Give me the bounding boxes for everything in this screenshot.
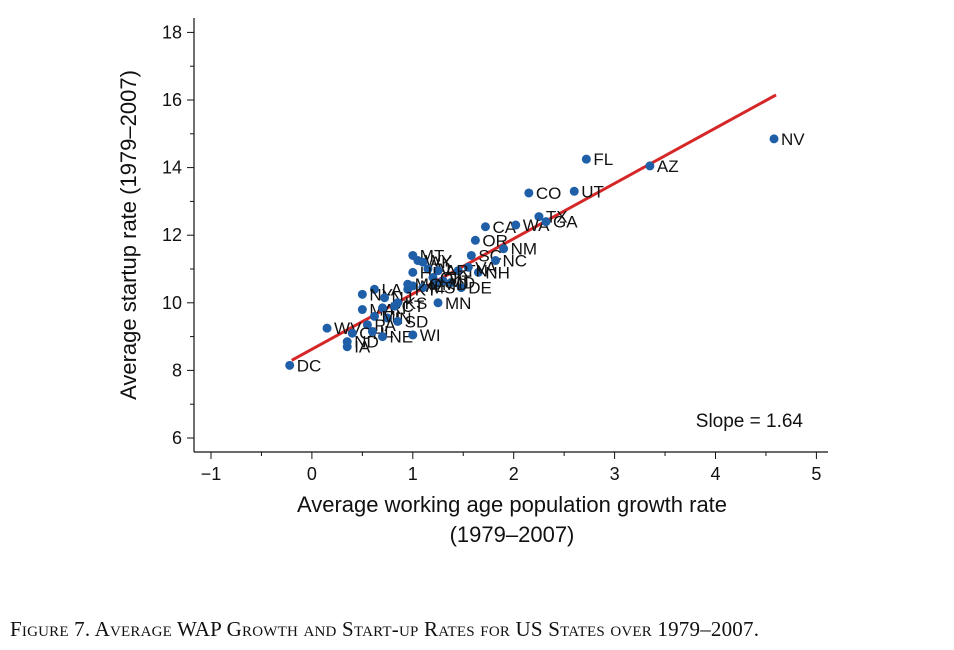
x-tick-label: 4 bbox=[710, 464, 720, 484]
point-label: WI bbox=[420, 326, 441, 345]
data-point bbox=[534, 212, 544, 222]
point-label: ME bbox=[420, 277, 446, 296]
x-axis-title-line2: (1979–2007) bbox=[450, 522, 575, 547]
point-label: DE bbox=[468, 279, 492, 298]
data-point bbox=[408, 330, 418, 340]
point-label: CT bbox=[402, 297, 425, 316]
data-point bbox=[511, 220, 521, 230]
point-label: PA bbox=[374, 316, 396, 335]
point-label: KY bbox=[415, 280, 438, 299]
y-tick-label: 6 bbox=[172, 428, 182, 448]
slope-annotation: Slope = 1.64 bbox=[696, 411, 804, 432]
point-label: NV bbox=[781, 130, 805, 149]
data-point bbox=[367, 327, 377, 337]
point-label: NM bbox=[511, 240, 537, 259]
data-point bbox=[423, 264, 433, 274]
data-point bbox=[491, 256, 501, 266]
data-point bbox=[446, 278, 456, 288]
point-label: MS bbox=[430, 279, 456, 298]
data-point bbox=[438, 276, 448, 286]
point-label: AR bbox=[445, 262, 469, 281]
data-point bbox=[285, 360, 295, 370]
y-tick-label: 16 bbox=[162, 90, 182, 110]
data-point bbox=[463, 262, 473, 272]
point-label: UT bbox=[581, 182, 604, 201]
data-point bbox=[403, 284, 413, 294]
point-label: KS bbox=[405, 294, 428, 313]
x-tick-label: 5 bbox=[811, 464, 821, 484]
data-point bbox=[581, 154, 591, 164]
point-label: MD bbox=[442, 275, 468, 294]
data-point bbox=[418, 257, 428, 267]
y-tick-label: 8 bbox=[172, 360, 182, 380]
point-label: VA bbox=[475, 258, 497, 277]
data-point bbox=[433, 298, 443, 308]
data-point bbox=[541, 217, 551, 227]
y-tick-label: 10 bbox=[162, 293, 182, 313]
data-point bbox=[369, 311, 379, 321]
x-tick-label: −1 bbox=[201, 464, 222, 484]
data-point bbox=[408, 267, 418, 277]
point-label: MN bbox=[445, 294, 471, 313]
x-tick-label: 0 bbox=[307, 464, 317, 484]
point-label: FL bbox=[593, 150, 613, 169]
data-point bbox=[357, 289, 367, 299]
data-point bbox=[369, 284, 379, 294]
data-point bbox=[322, 323, 332, 333]
point-label: SD bbox=[405, 312, 429, 331]
x-axis-title: Average working age population growth ra… bbox=[297, 492, 727, 517]
point-label: NH bbox=[485, 263, 510, 282]
x-tick-label: 3 bbox=[610, 464, 620, 484]
data-point bbox=[453, 266, 463, 276]
point-label: WY bbox=[425, 252, 452, 271]
data-point bbox=[393, 298, 403, 308]
point-label: DC bbox=[297, 356, 322, 375]
point-label: GA bbox=[553, 213, 578, 232]
x-tick-label: 2 bbox=[509, 464, 519, 484]
data-point bbox=[393, 316, 403, 326]
figure-caption: Figure 7. Average WAP Growth and Start-u… bbox=[10, 617, 760, 641]
point-label: IA bbox=[354, 338, 371, 357]
data-point bbox=[418, 283, 428, 293]
point-label: ND bbox=[354, 333, 379, 352]
point-label: TX bbox=[546, 208, 568, 227]
data-point bbox=[480, 222, 490, 232]
data-point bbox=[428, 272, 438, 282]
y-tick-label: 18 bbox=[162, 22, 182, 42]
y-tick-label: 14 bbox=[162, 158, 182, 178]
data-point bbox=[466, 250, 476, 260]
point-label: CO bbox=[536, 184, 562, 203]
point-label: ID bbox=[458, 274, 475, 293]
data-point bbox=[378, 332, 388, 342]
data-point bbox=[473, 267, 483, 277]
data-point bbox=[470, 235, 480, 245]
point-label: OK bbox=[440, 268, 465, 287]
data-point bbox=[433, 266, 443, 276]
data-point bbox=[524, 188, 534, 198]
point-label: VT bbox=[450, 272, 472, 291]
point-label: CA bbox=[492, 218, 516, 237]
data-point bbox=[347, 328, 357, 338]
data-point bbox=[342, 342, 352, 352]
y-tick-label: 12 bbox=[162, 225, 182, 245]
data-point bbox=[378, 303, 388, 313]
point-label: AZ bbox=[657, 157, 679, 176]
data-point bbox=[430, 279, 440, 289]
data-point bbox=[569, 186, 579, 196]
point-label: NE bbox=[390, 328, 414, 347]
data-point bbox=[499, 244, 509, 254]
data-point bbox=[383, 313, 393, 323]
data-point bbox=[357, 305, 367, 315]
data-point bbox=[380, 293, 390, 303]
data-point bbox=[362, 320, 372, 330]
y-axis-title: Average startup rate (1979–2007) bbox=[116, 70, 141, 400]
x-tick-label: 1 bbox=[408, 464, 418, 484]
data-point bbox=[769, 134, 779, 144]
point-label: NC bbox=[503, 252, 528, 271]
data-point bbox=[645, 161, 655, 171]
data-point bbox=[456, 283, 466, 293]
